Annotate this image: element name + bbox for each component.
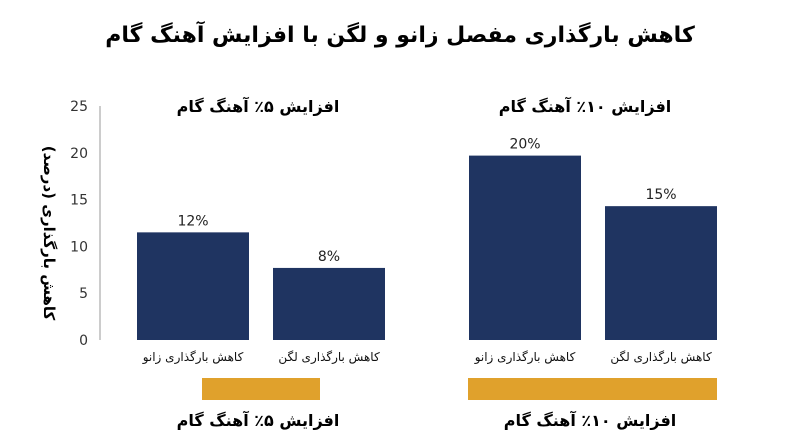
y-tick-label: 0	[79, 333, 88, 349]
bar	[469, 155, 581, 340]
bar	[273, 267, 385, 340]
y-axis-ticks: 0 5 10 15 20 25	[70, 99, 88, 349]
bar-data-label: 8%	[318, 249, 340, 265]
y-tick-label: 10	[70, 239, 88, 255]
category-label: کاهش بارگذاری لگن	[610, 350, 712, 365]
bars: 12% 8% 20% 15%	[137, 137, 717, 340]
y-tick-label: 25	[70, 99, 88, 115]
bar-data-label: 15%	[645, 187, 676, 203]
chart-title: کاهش بارگذاری مفصل زانو و لگن با افزایش …	[105, 20, 695, 48]
panel-title-5pct: افزایش ۵٪ آهنگ گام	[177, 96, 340, 116]
bar	[137, 232, 249, 340]
bar-data-label: 20%	[509, 137, 540, 153]
y-tick-label: 15	[70, 193, 88, 209]
bar	[605, 206, 717, 340]
group-label-10pct: افزایش ۱۰٪ آهنگ گام	[504, 410, 677, 430]
group-band-5pct	[202, 378, 320, 400]
group-label-5pct: افزایش ۵٪ آهنگ گام	[177, 410, 340, 430]
panel-title-10pct: افزایش ۱۰٪ آهنگ گام	[499, 96, 672, 116]
category-label: کاهش بارگذاری زانو	[142, 350, 244, 365]
category-label: کاهش بارگذاری لگن	[278, 350, 380, 365]
group-band-10pct	[468, 378, 717, 400]
category-label: کاهش بارگذاری زانو	[474, 350, 576, 365]
y-axis-label: کاهش بارگذاری (درصد)	[40, 146, 58, 321]
bar-data-label: 12%	[177, 213, 208, 229]
y-tick-label: 20	[70, 146, 88, 162]
y-tick-label: 5	[79, 286, 88, 302]
